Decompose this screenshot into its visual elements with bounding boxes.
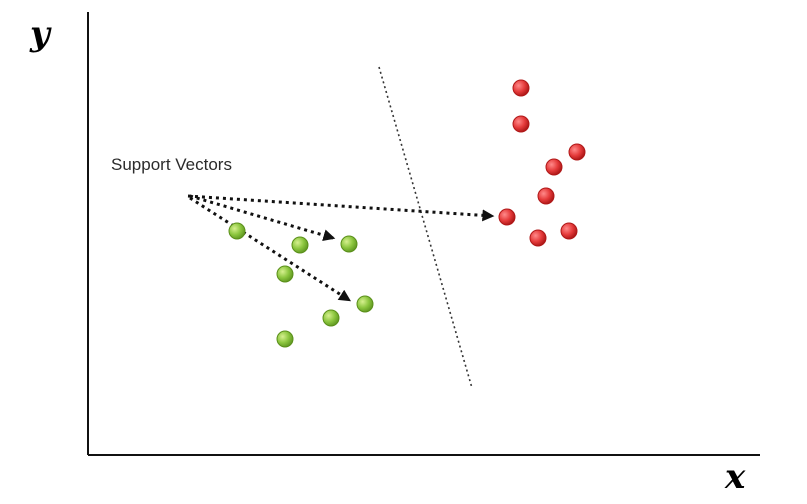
x-axis-label: x — [724, 457, 746, 497]
red-point — [512, 115, 530, 133]
green-point — [276, 265, 294, 283]
red-point — [560, 222, 578, 240]
green-point — [322, 309, 340, 327]
sv-arrow-green-top — [189, 194, 336, 242]
red-point — [545, 158, 563, 176]
green-point — [291, 236, 309, 254]
sv-arrow-green-bottom — [189, 196, 352, 302]
support-vectors-label: Support Vectors — [111, 155, 232, 174]
red-point — [537, 187, 555, 205]
red-point — [512, 79, 530, 97]
hyperplane-line — [378, 66, 473, 389]
red-point — [529, 229, 547, 247]
green-point — [356, 295, 374, 313]
class-b-points — [498, 79, 586, 247]
red-point — [568, 143, 586, 161]
green-point — [340, 235, 358, 253]
green-point — [276, 330, 294, 348]
y-axis-label: y — [29, 14, 52, 54]
red-point — [498, 208, 516, 226]
class-a-points — [228, 222, 374, 348]
sv-arrow-red — [187, 194, 495, 222]
green-point — [228, 222, 246, 240]
